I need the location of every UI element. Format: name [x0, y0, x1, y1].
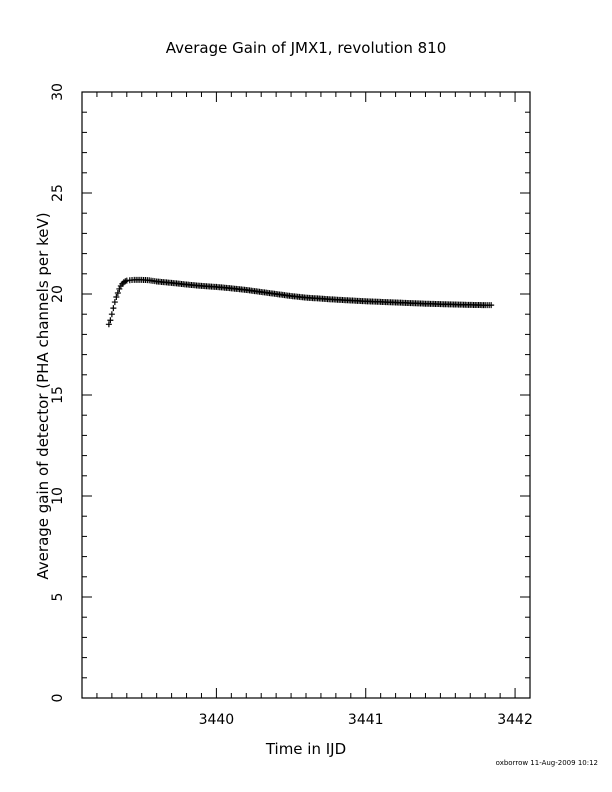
data-point: [113, 294, 120, 301]
data-point: [107, 317, 114, 324]
data-points: [105, 276, 495, 328]
plot-frame: [81, 91, 531, 699]
timestamp-footer: oxborrow 11-Aug-2009 10:12: [495, 759, 598, 767]
x-tick-label: 3441: [348, 712, 384, 728]
data-point: [108, 311, 115, 318]
y-tick-label: 0: [50, 694, 66, 703]
data-point: [488, 302, 495, 309]
y-tick-label: 25: [50, 184, 66, 202]
data-point: [114, 289, 121, 296]
x-axis-label: Time in IJD: [265, 740, 346, 758]
chart-title: Average Gain of JMX1, revolution 810: [166, 39, 447, 57]
x-tick-label: 3440: [199, 712, 235, 728]
y-tick-label: 30: [50, 83, 66, 101]
data-point: [105, 321, 112, 328]
axis-ticks: 0 5 10 15 20 25 30 3440 3441 3442: [50, 83, 533, 728]
y-tick-label: 20: [50, 285, 66, 303]
data-point: [110, 305, 117, 312]
data-point: [111, 299, 118, 306]
x-tick-label: 3442: [497, 712, 533, 728]
data-point: [116, 285, 123, 292]
y-tick-label: 10: [50, 487, 66, 505]
y-tick-label: 15: [50, 386, 66, 404]
y-tick-label: 5: [50, 593, 66, 602]
y-axis-label: Average gain of detector (PHA channels p…: [34, 212, 52, 579]
